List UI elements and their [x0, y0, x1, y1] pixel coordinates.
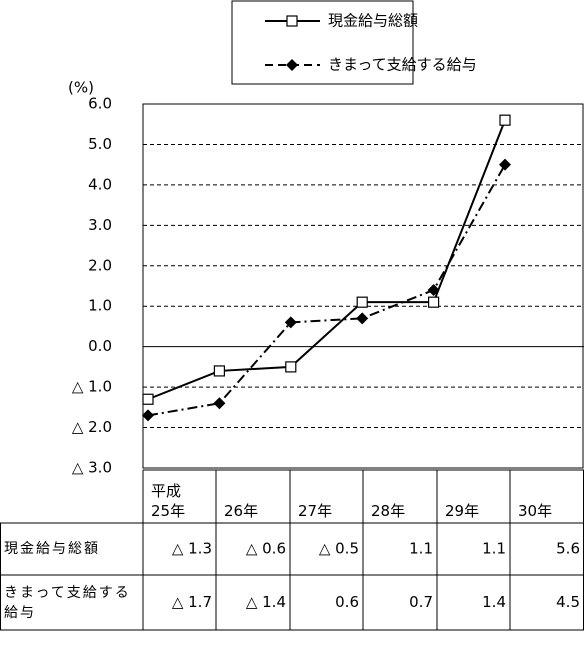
series-line — [147, 164, 506, 417]
y-tick-label: △ 3.0 — [72, 459, 112, 477]
y-tick-label: 0.0 — [88, 337, 112, 355]
value-label: △ 1.7 — [172, 593, 212, 611]
point-marker — [499, 158, 511, 171]
y-axis-label: (%) — [68, 79, 94, 97]
legend-marker — [286, 59, 298, 71]
y-tick-label: 3.0 — [88, 216, 112, 234]
point-marker — [284, 316, 297, 329]
legend-marker — [286, 15, 298, 27]
value-label: 1.1 — [482, 540, 506, 558]
row-header: きまって支給する給与 — [4, 584, 131, 621]
legend-box — [231, 0, 414, 85]
y-tick-label: 5.0 — [88, 135, 112, 153]
point-marker — [142, 409, 154, 422]
value-label: 1.4 — [482, 593, 506, 611]
y-tick-label: 4.0 — [88, 175, 112, 193]
row-header-text: きまって支給する給与 — [4, 584, 131, 621]
row-header-text: 現金給与総額 — [4, 541, 100, 557]
y-tick-label: △ 1.0 — [72, 378, 112, 396]
category-label: 27年 — [298, 502, 332, 520]
category-label: 平成 25年 — [151, 482, 185, 520]
y-tick-label: 1.0 — [88, 297, 112, 315]
point-marker — [356, 296, 368, 308]
category-label: 29年 — [445, 502, 479, 520]
category-label: 30年 — [518, 502, 552, 520]
y-tick-label: △ 2.0 — [72, 418, 112, 436]
point-marker — [213, 397, 226, 410]
value-label: △ 1.4 — [246, 593, 286, 611]
y-tick-label: 6.0 — [88, 95, 112, 113]
point-marker — [427, 284, 440, 297]
legend-label: きまって支給する給与 — [328, 56, 477, 74]
value-label: 1.1 — [409, 540, 433, 558]
value-label: △ 0.6 — [246, 540, 286, 558]
point-marker — [356, 312, 369, 325]
point-marker — [499, 114, 511, 126]
value-label: 4.5 — [556, 593, 580, 611]
value-label: 0.7 — [409, 593, 433, 611]
value-label: △ 0.5 — [319, 540, 359, 558]
series-line — [147, 119, 506, 401]
category-label: 26年 — [224, 502, 258, 520]
plot-frame — [142, 103, 584, 469]
point-marker — [213, 365, 225, 377]
point-marker — [285, 361, 297, 373]
value-label: △ 1.3 — [172, 540, 212, 558]
point-marker — [142, 393, 154, 405]
category-label: 28年 — [371, 502, 405, 520]
legend-label: 現金給与総額 — [328, 12, 418, 30]
value-label: 0.6 — [335, 593, 359, 611]
row-header: 現金給与総額 — [4, 541, 100, 557]
point-marker — [428, 296, 440, 308]
value-label: 5.6 — [556, 540, 580, 558]
y-tick-label: 2.0 — [88, 256, 112, 274]
